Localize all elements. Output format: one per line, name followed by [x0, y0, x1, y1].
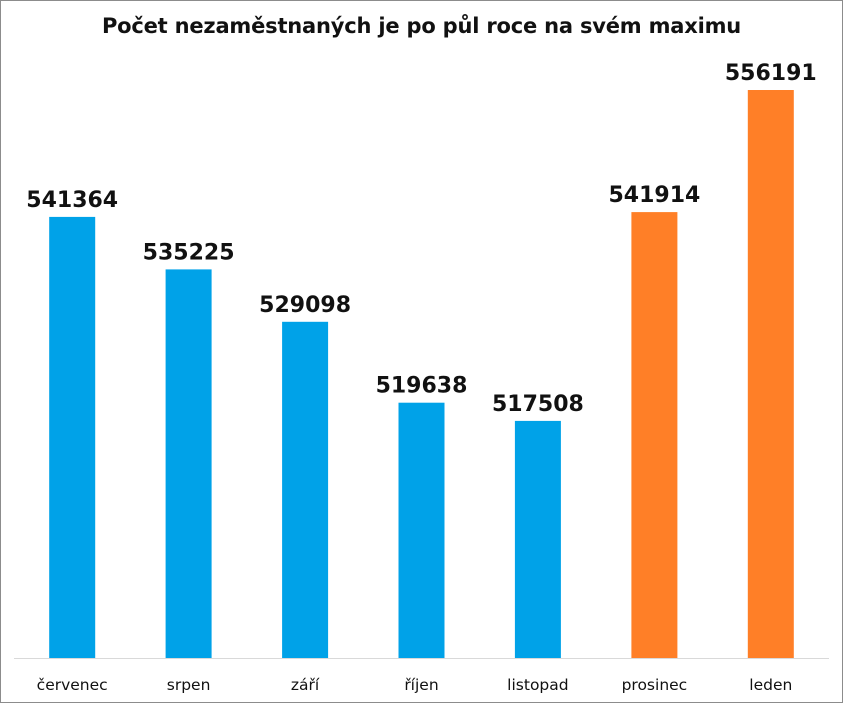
- chart-title: Počet nezaměstnaných je po půl roce na s…: [101, 14, 742, 38]
- data-label-4: 517508: [492, 392, 584, 417]
- category-label-4: listopad: [507, 676, 568, 694]
- category-label-2: září: [291, 676, 320, 694]
- data-label-2: 529098: [259, 293, 351, 318]
- bar-2: [282, 321, 329, 658]
- data-label-6: 556191: [725, 61, 817, 86]
- bar-6: [747, 90, 794, 658]
- data-label-5: 541914: [608, 183, 700, 208]
- data-label-1: 535225: [143, 240, 235, 265]
- category-label-0: červenec: [37, 676, 108, 694]
- bar-3: [398, 402, 445, 658]
- category-label-6: leden: [749, 676, 792, 694]
- bar-5: [631, 212, 678, 658]
- category-label-5: prosinec: [622, 676, 688, 694]
- category-label-3: říjen: [404, 676, 438, 694]
- bar-1: [165, 269, 212, 658]
- bar-0: [49, 216, 96, 658]
- data-label-3: 519638: [376, 374, 468, 399]
- data-label-0: 541364: [26, 188, 118, 213]
- category-label-1: srpen: [167, 676, 211, 694]
- bar-4: [514, 420, 561, 658]
